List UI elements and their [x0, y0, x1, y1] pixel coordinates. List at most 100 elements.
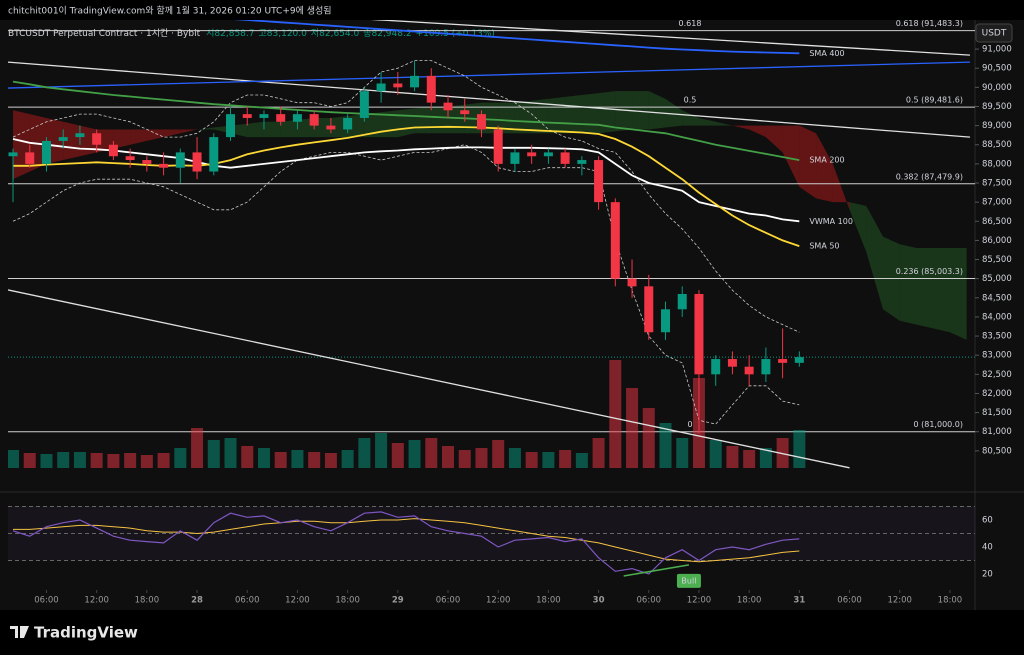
cloud-segment [849, 202, 867, 252]
volume-bar [626, 388, 639, 468]
cloud-segment [749, 125, 766, 138]
volume-bar [40, 454, 53, 468]
price-pane [8, 20, 975, 469]
indicator-label: SMA 50 [809, 242, 839, 251]
volume-bar [793, 430, 806, 468]
candle-body [493, 129, 503, 164]
cloud-segment [63, 121, 80, 161]
ohlc-low: 저82,654.0 [311, 28, 360, 39]
fib-ratio: 0 [687, 420, 692, 429]
y-tick-label: 87,500 [982, 179, 1012, 189]
volume-bar [23, 453, 36, 468]
volume-bar [324, 453, 337, 468]
trendline [8, 61, 971, 138]
volume-bar [609, 360, 622, 468]
cloud-segment [933, 248, 950, 333]
volume-bar [274, 452, 287, 468]
volume-bar [559, 450, 572, 468]
volume-bar [458, 450, 471, 468]
x-tick-label: 06:00 [436, 596, 461, 606]
x-tick-label: 30 [593, 596, 605, 606]
volume-bar [391, 443, 404, 468]
candle-body [292, 114, 302, 122]
volume-bar [592, 438, 605, 468]
volume-bar [257, 448, 270, 468]
candle-body [794, 357, 804, 363]
x-tick-label: 06:00 [34, 596, 59, 606]
candle-body [376, 83, 386, 92]
candle-body [25, 152, 35, 164]
candle-body [677, 293, 687, 310]
y-tick-label: 83,500 [982, 332, 1012, 342]
candle-body [627, 278, 637, 287]
cloud-segment [682, 110, 699, 126]
candle-body [727, 359, 737, 367]
y-tick-label: 86,500 [982, 217, 1012, 227]
volume-bar [475, 448, 488, 468]
volume-bar [174, 448, 187, 468]
cloud-segment [197, 127, 214, 130]
volume-bar [759, 448, 772, 468]
volume-bar [241, 446, 254, 468]
volume-bar [542, 452, 555, 468]
fib-ratio: 0.618 [679, 19, 702, 28]
cloud-segment [816, 133, 833, 203]
candle-body [92, 133, 102, 145]
fib-label: 0.618 (91,483.3) [896, 19, 963, 28]
candle-body [761, 359, 771, 375]
cloud-segment [280, 119, 298, 138]
candle-body [426, 75, 436, 103]
volume-bar [73, 452, 86, 468]
candle-body [644, 286, 654, 333]
x-tick-label: 18:00 [135, 596, 160, 606]
x-tick-label: 06:00 [637, 596, 662, 606]
logo: TradingView [34, 624, 138, 642]
y-tick-label: 86,000 [982, 236, 1012, 246]
candle-body [192, 152, 202, 172]
cloud-segment [130, 129, 147, 145]
logo-icon [10, 626, 29, 638]
volume-bar [676, 438, 689, 468]
indicator-label: VWMA 100 [809, 217, 853, 226]
candle-body [443, 102, 453, 111]
volume-bar [575, 453, 588, 468]
candle-body [527, 152, 537, 157]
cloud-segment [364, 112, 382, 138]
bollinger-band [12, 60, 800, 333]
cloud-segment [498, 102, 515, 134]
cloud-segment [899, 244, 917, 325]
cloud-segment [916, 248, 934, 329]
cloud-segment [715, 121, 733, 126]
candle-body [41, 140, 51, 164]
candle-body [125, 156, 135, 161]
y-tick-label: 89,000 [982, 121, 1012, 131]
volume-bar [107, 454, 120, 468]
cloud-segment [514, 100, 532, 134]
cloud-segment [665, 98, 683, 128]
cloud-segment [113, 129, 131, 149]
y-tick-label: 85,000 [982, 274, 1012, 284]
y-tick-label: 87,000 [982, 198, 1012, 208]
indicator-label: SMA 200 [809, 156, 844, 165]
candle-body [610, 202, 620, 279]
candle-body [711, 359, 721, 375]
x-tick-label: 29 [392, 596, 404, 606]
volume-bar [492, 440, 505, 468]
candle-body [343, 117, 353, 130]
candle-body [75, 133, 85, 138]
moving-average [12, 138, 800, 223]
x-tick-label: 06:00 [837, 596, 862, 606]
fib-label: 0 (81,000.0) [914, 420, 964, 429]
candle-body [577, 160, 587, 164]
x-tick-label: 28 [191, 596, 203, 606]
candle-body [410, 75, 420, 88]
candle-body [142, 160, 152, 164]
created-note: chitchit001이 TradingView.com와 함께 1월 31, … [8, 5, 332, 17]
candle-body [259, 114, 269, 118]
volume-bar [642, 408, 655, 468]
fib-ratio: 0.5 [684, 96, 697, 105]
cloud-segment [949, 248, 967, 340]
volume-bar [124, 453, 137, 468]
trendline [8, 61, 971, 89]
